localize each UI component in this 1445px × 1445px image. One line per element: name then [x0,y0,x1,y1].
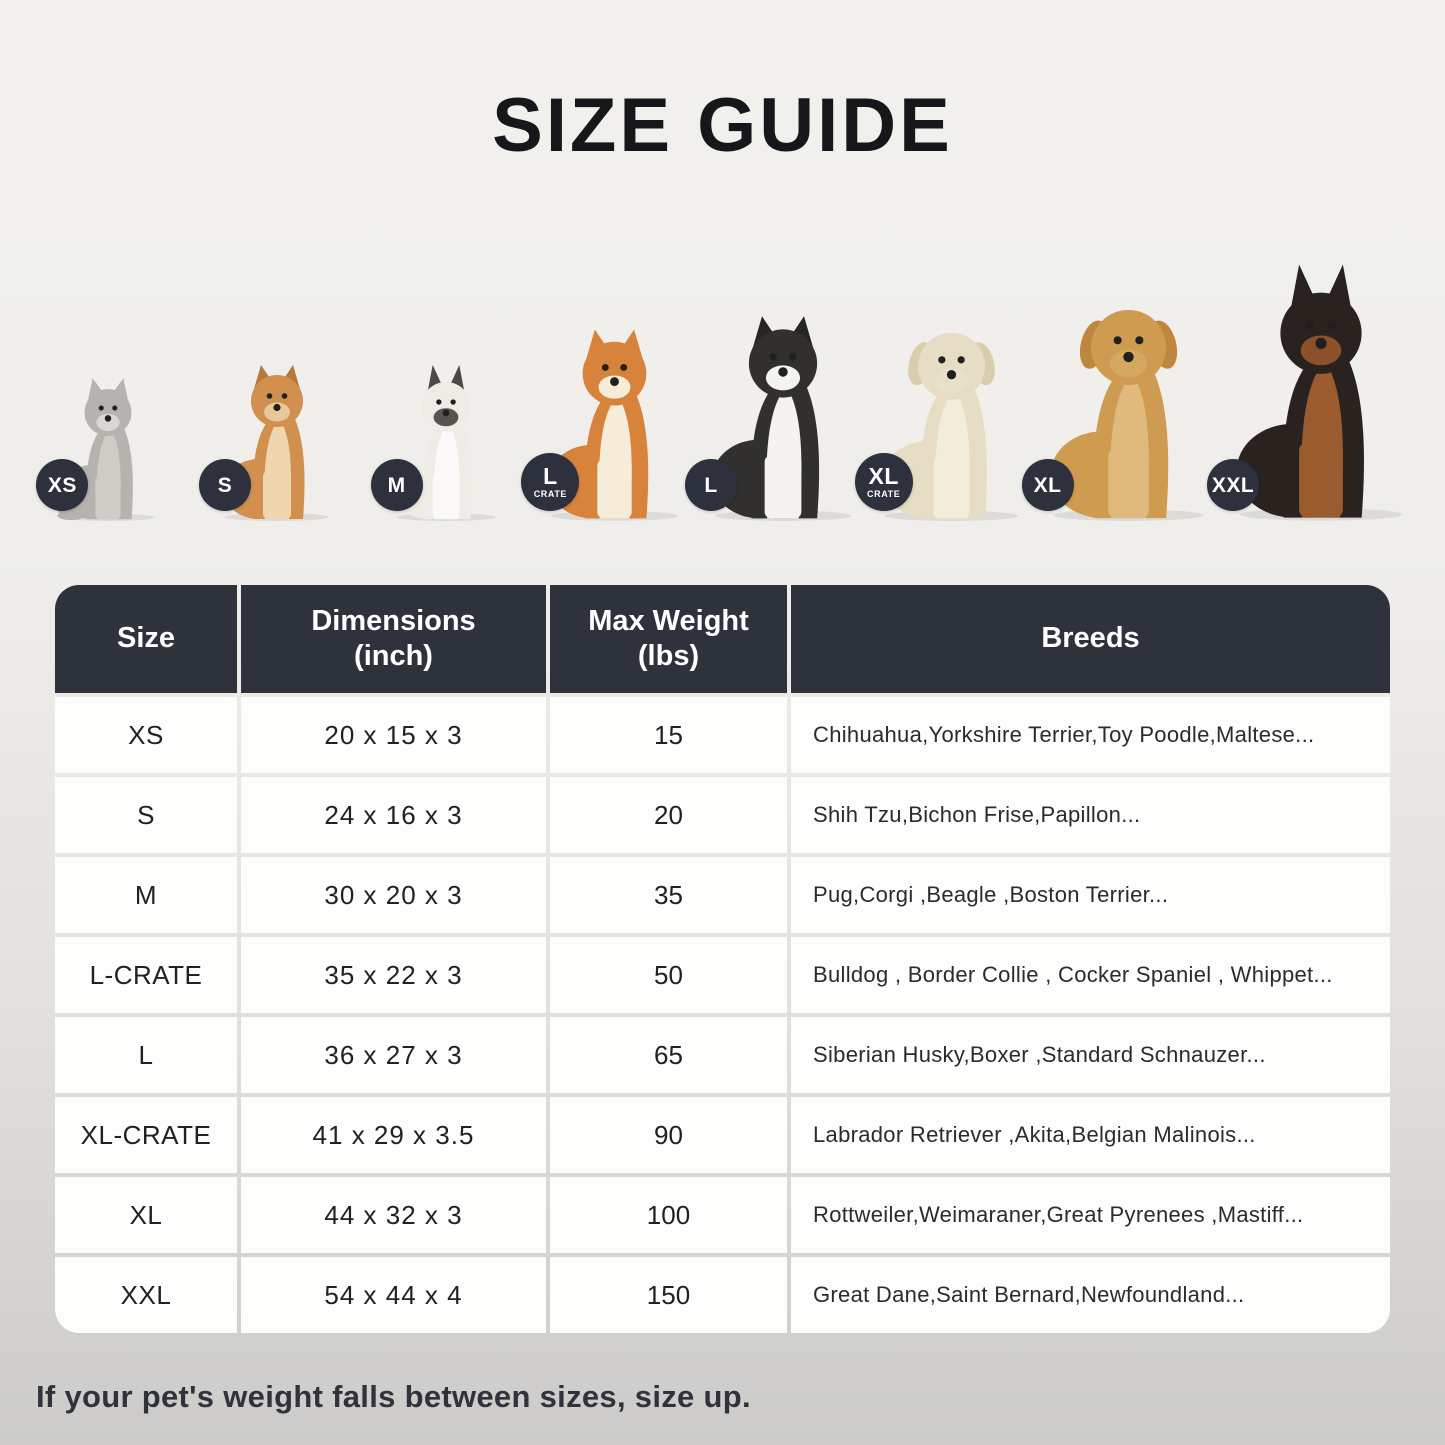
pet-pomeranian: S [193,223,362,521]
badge-label: L [543,463,558,489]
pomeranian-illustration [223,365,329,521]
cell-size-xl-crate: XL-CRATE [55,1097,237,1173]
cell-dimensions-xxl: 54 x 44 x 4 [241,1257,546,1333]
cell-max-weight-m: 35 [550,857,787,933]
size-badge-l: L [685,459,738,511]
page-title: SIZE GUIDE [492,83,953,168]
cell-size-l-crate: L-CRATE [55,937,237,1013]
cell-max-weight-xxl: 150 [550,1257,787,1333]
pet-cat: XS [24,223,193,521]
cell-dimensions-l-crate: 35 x 22 x 3 [241,937,546,1013]
pet-doberman: XXL [1207,223,1421,521]
animal-size-row: XS S M [0,223,1445,521]
column-header-breeds: Breeds [791,585,1390,693]
cell-breeds-m: Pug,Corgi ,Beagle ,Boston Terrier... [791,857,1390,933]
cat-illustration [57,378,156,521]
pet-labrador: XL CRATE [854,223,1036,521]
cell-max-weight-l-crate: 50 [550,937,787,1013]
french-bulldog-illustration [394,364,496,521]
cell-size-xl: XL [55,1177,237,1253]
badge-label: XXL [1211,473,1255,497]
golden-retriever-illustration [1050,309,1204,521]
size-badge-xl: XL [1021,459,1074,511]
cell-dimensions-xl-crate: 41 x 29 x 3.5 [241,1097,546,1173]
size-badge-s: S [199,459,251,511]
cell-max-weight-xl-crate: 90 [550,1097,787,1173]
cell-max-weight-xl: 100 [550,1177,787,1253]
shiba-inu-illustration [548,329,679,521]
size-badge-m: M [370,459,423,511]
labrador-illustration [882,332,1019,521]
badge-label: M [387,473,406,497]
cell-size-s: S [55,777,237,853]
cell-size-xxl: XXL [55,1257,237,1333]
badge-label: L [704,473,718,497]
cell-breeds-l-crate: Bulldog , Border Collie , Cocker Spaniel… [791,937,1390,1013]
cell-breeds-s: Shih Tzu,Bichon Frise,Papillon... [791,777,1390,853]
size-badge-l-crate: L CRATE [521,453,580,511]
badge-label: XS [47,473,77,497]
pet-french-bulldog: M [361,223,530,521]
badge-label: S [217,473,233,497]
cell-max-weight-s: 20 [550,777,787,853]
cell-breeds-xxl: Great Dane,Saint Bernard,Newfoundland... [791,1257,1390,1333]
column-header-dimensions: Dimensions (inch) [241,585,546,693]
cell-dimensions-l: 36 x 27 x 3 [241,1017,546,1093]
size-badge-xs: XS [36,459,89,511]
cell-breeds-xl: Rottweiler,Weimaraner,Great Pyrenees ,Ma… [791,1177,1390,1253]
badge-label: XL [868,463,899,489]
cell-size-l: L [55,1017,237,1093]
cell-breeds-xs: Chihuahua,Yorkshire Terrier,Toy Poodle,M… [791,697,1390,773]
size-badge-xl-crate: XL CRATE [854,453,913,511]
footer-note: If your pet's weight falls between sizes… [36,1379,751,1414]
pet-border-collie: L [685,223,868,521]
cell-max-weight-l: 65 [550,1017,787,1093]
size-table: Size Dimensions (inch) Max Weight (lbs) Breed… [55,585,1390,1333]
pet-shiba-inu: L CRATE [521,223,699,521]
cell-size-m: M [55,857,237,933]
cell-breeds-l: Siberian Husky,Boxer ,Standard Schnauzer… [791,1017,1390,1093]
pet-golden-retriever: XL [1021,223,1221,521]
cell-breeds-xl-crate: Labrador Retriever ,Akita,Belgian Malino… [791,1097,1390,1173]
cell-dimensions-xl: 44 x 32 x 3 [241,1177,546,1253]
badge-sublabel: CRATE [533,489,568,499]
cell-dimensions-s: 24 x 16 x 3 [241,777,546,853]
badge-sublabel: CRATE [867,489,901,499]
badge-label: XL [1033,473,1062,497]
cell-max-weight-xs: 15 [550,697,787,773]
cell-dimensions-m: 30 x 20 x 3 [241,857,546,933]
cell-dimensions-xs: 20 x 15 x 3 [241,697,546,773]
border-collie-illustration [712,316,852,521]
doberman-illustration [1236,264,1403,521]
cell-size-xs: XS [55,697,237,773]
size-badge-xxl: XXL [1207,459,1260,511]
column-header-size: Size [55,585,237,693]
column-header-max-weight: Max Weight (lbs) [550,585,787,693]
